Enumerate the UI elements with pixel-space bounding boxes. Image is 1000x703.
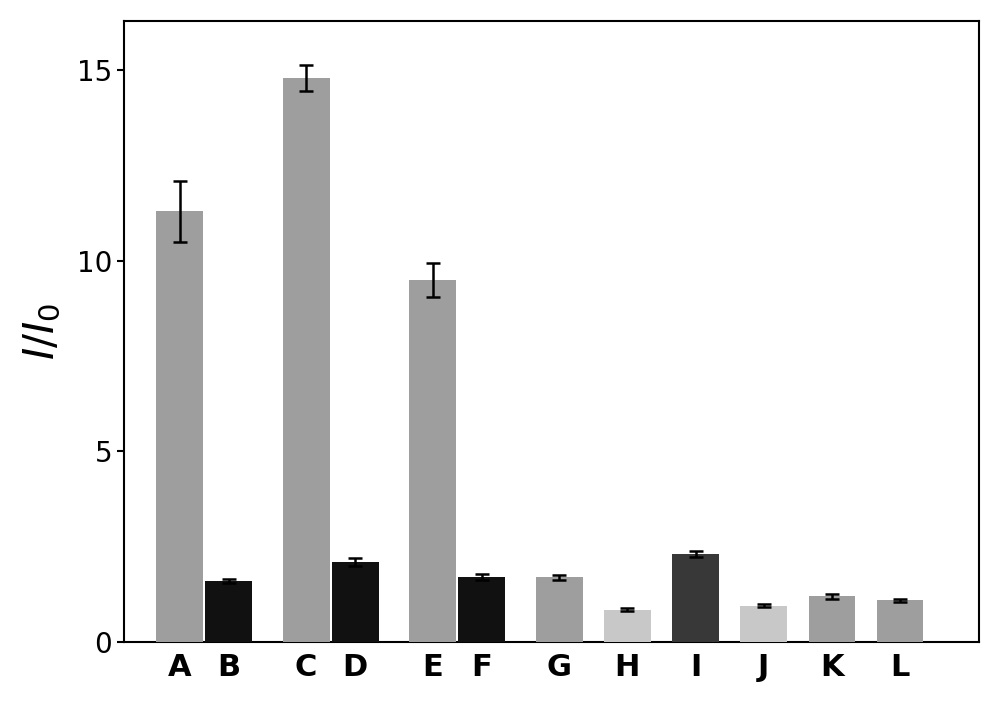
Bar [809,596,855,642]
Bar [409,280,456,642]
Bar [740,606,787,642]
Bar [332,562,379,642]
Bar [283,78,330,642]
Bar [205,581,252,642]
Y-axis label: $\mathit{I}$/$\mathit{I}$$_0$: $\mathit{I}$/$\mathit{I}$$_0$ [21,303,63,360]
Bar [877,600,923,642]
Bar [458,577,505,642]
Bar [536,577,583,642]
Bar [672,555,719,642]
Bar [604,610,651,642]
Bar [156,212,203,642]
